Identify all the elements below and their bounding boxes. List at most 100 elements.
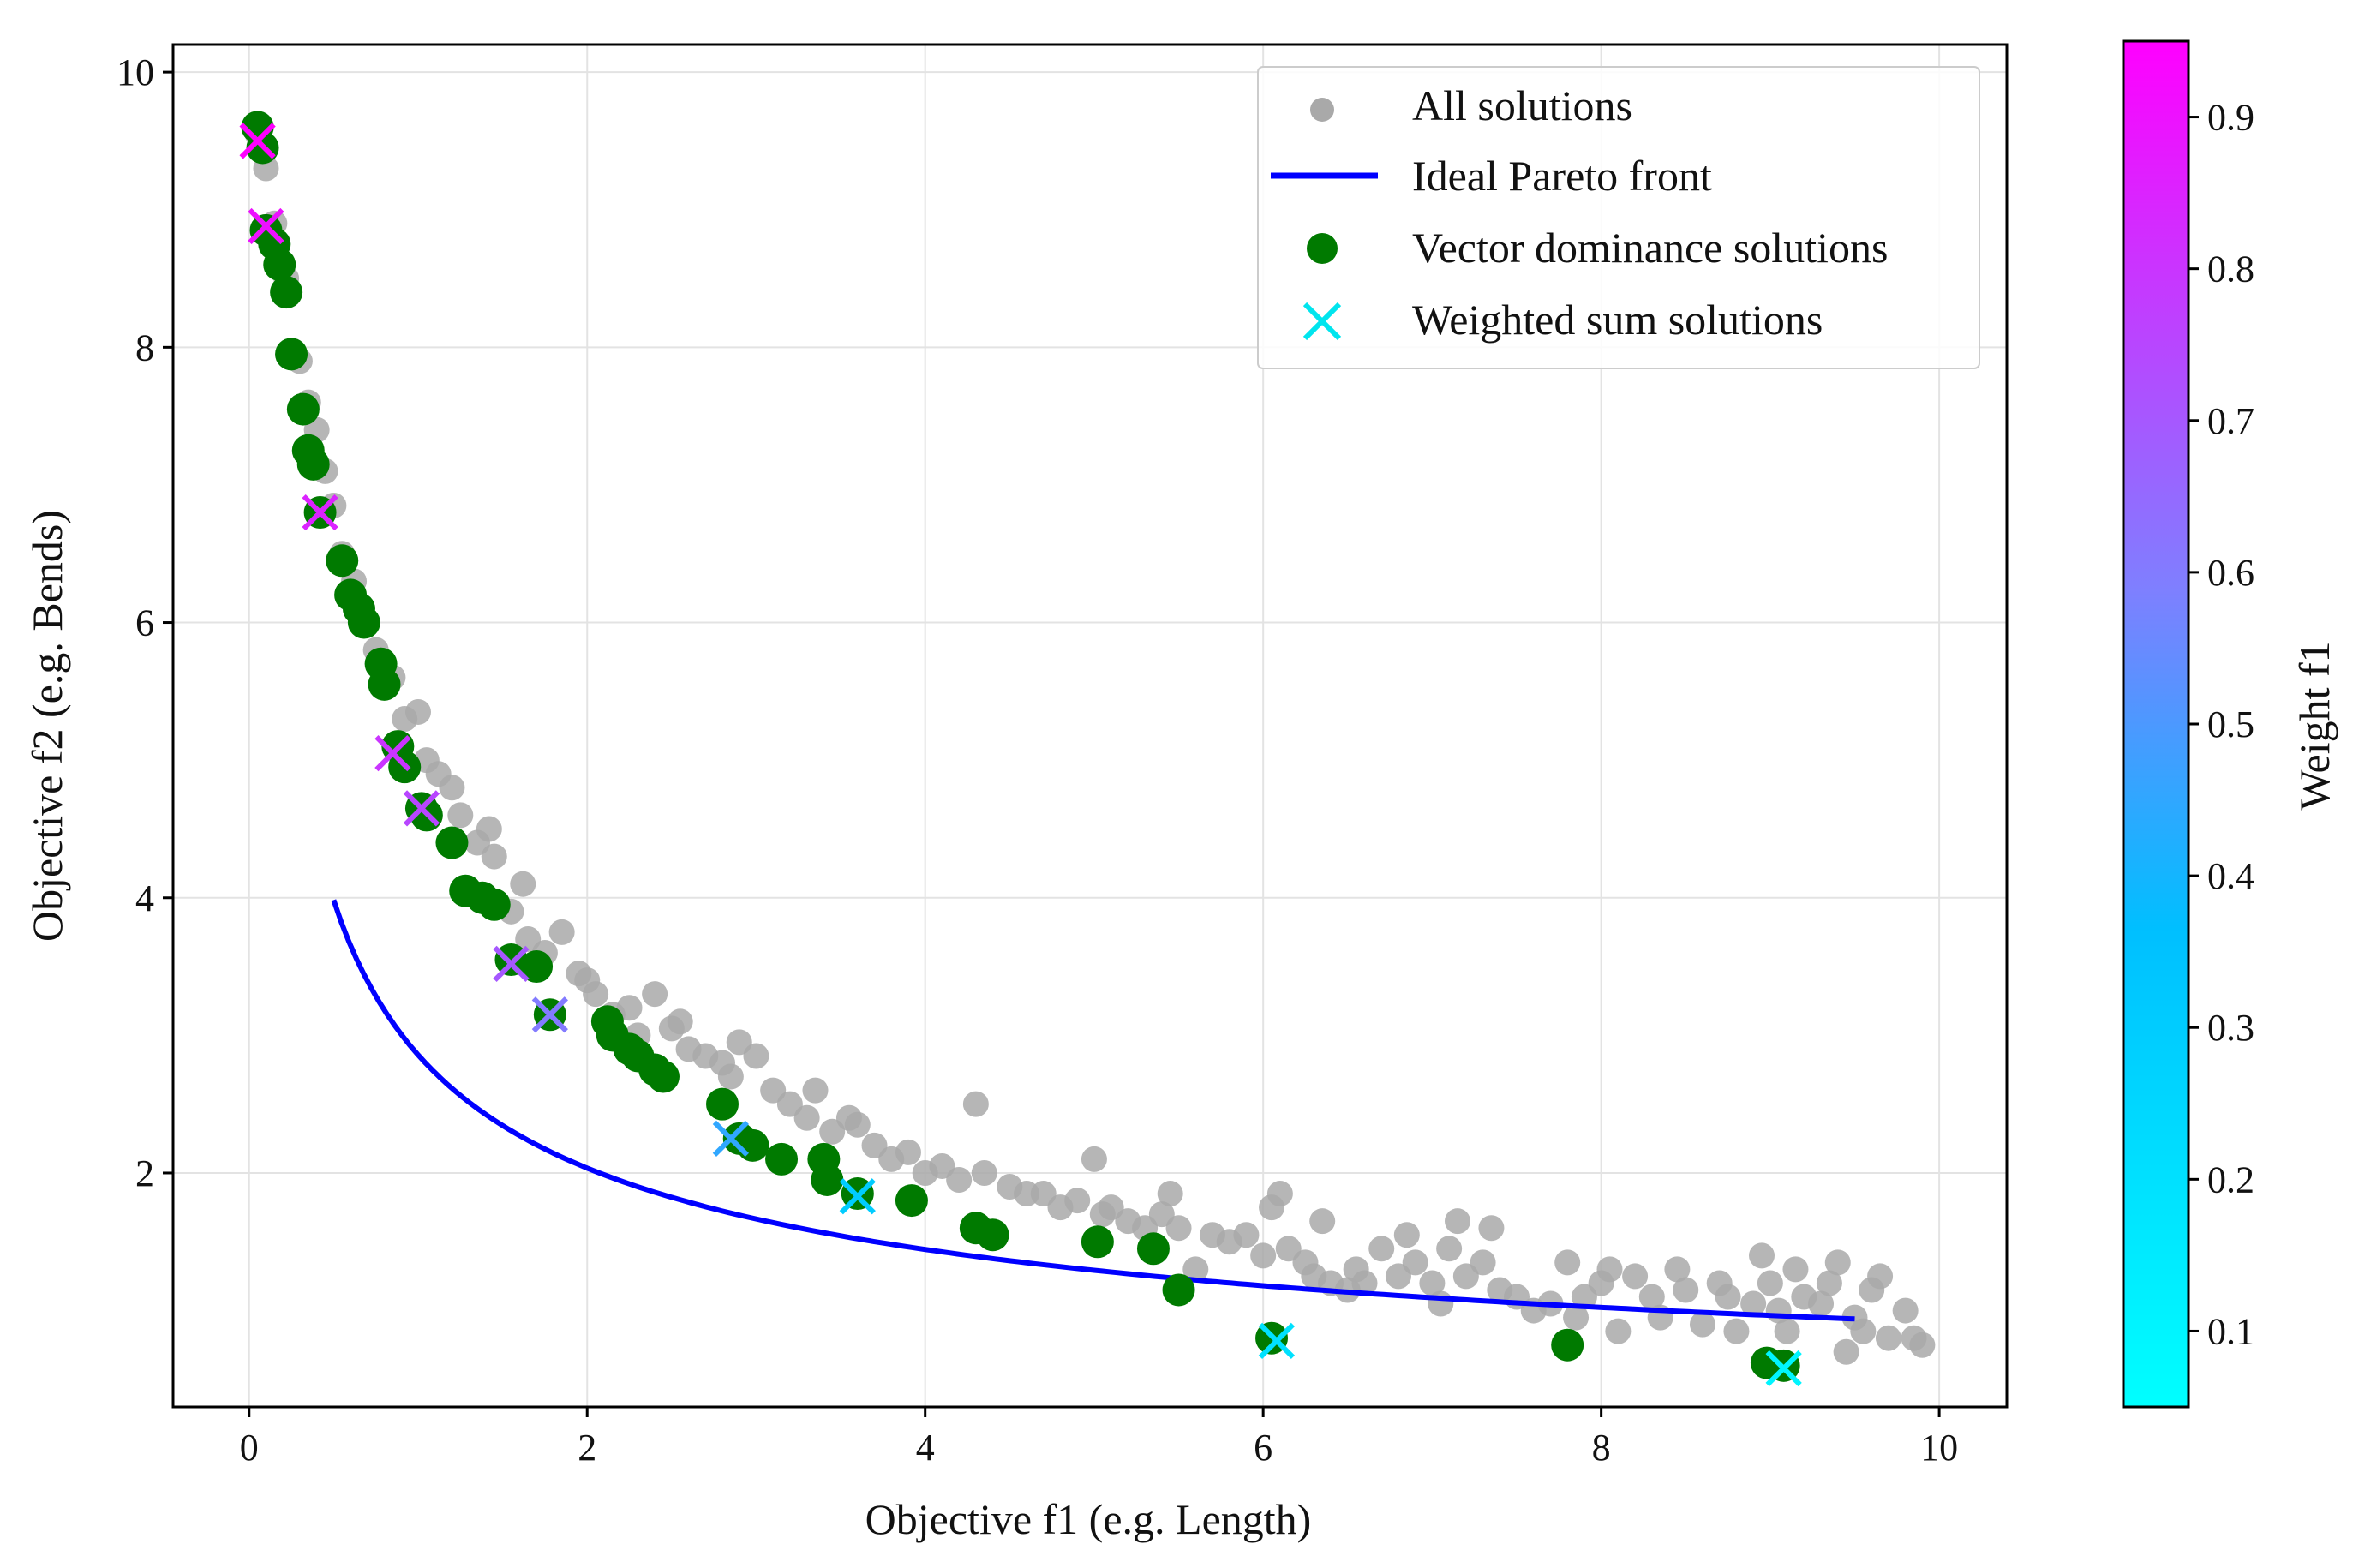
all-solutions-point (1393, 1222, 1420, 1248)
all-solutions-point (793, 1104, 820, 1131)
all-solutions-point (1554, 1249, 1581, 1276)
all-solutions-point (1596, 1256, 1623, 1283)
all-solutions-point (895, 1139, 921, 1165)
colorbar-tick-label: 0.7 (2207, 400, 2254, 442)
colorbar-label: Weight f1 (2290, 641, 2338, 810)
weighted-sum-point (403, 790, 440, 827)
weighted-sum-point (712, 1120, 749, 1157)
vector-dominance-point (368, 667, 401, 701)
y-tick-label: 6 (135, 602, 154, 644)
legend: All solutions Ideal Pareto front Vector … (1257, 66, 1980, 369)
all-solutions-point (1351, 1270, 1378, 1296)
colorbar-ticks: 0.1 0.2 0.3 0.4 0.5 0.6 0.7 0.8 0.9 (2188, 97, 2254, 1352)
all-solutions-point (447, 802, 474, 829)
all-solutions-point (1757, 1270, 1783, 1296)
x-axis-label: Objective f1 (e.g. Length) (865, 1495, 1312, 1543)
all-solutions-point (510, 871, 536, 897)
all-solutions-point (404, 698, 431, 725)
all-solutions-point (743, 1043, 769, 1069)
legend-marker-all-solutions (1310, 98, 1334, 122)
y-tick-label: 2 (135, 1152, 154, 1194)
all-solutions-point (1892, 1297, 1919, 1324)
all-solutions-point (642, 981, 668, 1008)
x-axis-ticks: 0 2 4 6 8 10 (240, 1407, 1958, 1469)
vector-dominance-point (286, 392, 320, 426)
all-solutions-point (1689, 1311, 1715, 1338)
all-solutions-point (1402, 1249, 1428, 1276)
vector-dominance-point (895, 1184, 928, 1218)
weighted-sum-point (248, 207, 284, 245)
legend-label-weighted-sum: Weighted sum solutions (1412, 296, 1823, 344)
all-solutions-point (1638, 1284, 1665, 1310)
vector-dominance-point (1136, 1232, 1170, 1266)
vector-dominance-point (296, 447, 330, 481)
y-tick-label: 4 (135, 877, 154, 919)
legend-box (1257, 66, 1980, 369)
weighted-sum-point (1765, 1350, 1802, 1387)
all-solutions-point (802, 1077, 829, 1104)
x-tick-label: 0 (240, 1427, 259, 1469)
vector-dominance-point (347, 606, 380, 639)
vector-dominance-point (646, 1060, 680, 1093)
all-solutions-point (717, 1063, 744, 1090)
colorbar-tick-label: 0.5 (2207, 703, 2254, 745)
all-solutions-point (1740, 1290, 1767, 1317)
legend-marker-vector-dominance (1307, 233, 1338, 264)
all-solutions-point (583, 981, 609, 1008)
all-solutions-point (1470, 1249, 1496, 1276)
vector-dominance-point (976, 1218, 1009, 1252)
x-tick-label: 10 (1920, 1427, 1958, 1469)
all-solutions-point (1850, 1318, 1877, 1344)
colorbar-gradient (2122, 39, 2190, 1409)
pareto-front-line (331, 899, 1855, 1322)
all-solutions-point (616, 995, 643, 1021)
x-tick-label: 2 (578, 1427, 596, 1469)
vector-dominance-point (765, 1142, 799, 1176)
all-solutions-point (1622, 1263, 1649, 1290)
series-weighted-sum (239, 123, 1802, 1387)
vector-dominance-point (520, 950, 554, 984)
all-solutions-point (1749, 1242, 1775, 1269)
x-tick-label: 4 (916, 1427, 935, 1469)
weighted-sum-point (239, 123, 276, 159)
colorbar-tick-label: 0.4 (2207, 855, 2254, 897)
all-solutions-point (1875, 1325, 1901, 1351)
vector-dominance-point (275, 338, 308, 371)
y-axis-label: Objective f2 (e.g. Bends) (23, 510, 71, 942)
weighted-sum-point (493, 945, 530, 982)
all-solutions-point (1233, 1222, 1260, 1248)
weighted-sum-point (1258, 1322, 1296, 1360)
all-solutions-point (1715, 1284, 1741, 1310)
all-solutions-point (1723, 1318, 1750, 1344)
all-solutions-point (548, 919, 575, 945)
all-solutions-point (1165, 1215, 1192, 1242)
all-solutions-point (1368, 1236, 1395, 1262)
vector-dominance-point (326, 544, 359, 578)
all-solutions-point (1309, 1208, 1336, 1235)
colorbar-tick-label: 0.8 (2207, 248, 2254, 290)
all-solutions-point (481, 843, 507, 870)
vector-dominance-point (270, 276, 303, 309)
legend-label-pareto: Ideal Pareto front (1412, 152, 1712, 200)
all-solutions-point (1081, 1146, 1107, 1172)
vector-dominance-point (736, 1128, 769, 1162)
all-solutions-point (1833, 1338, 1859, 1365)
colorbar-tick-label: 0.9 (2207, 97, 2254, 139)
all-solutions-point (1782, 1256, 1809, 1283)
all-solutions-point (439, 775, 465, 801)
colorbar-tick-label: 0.3 (2207, 1007, 2254, 1049)
all-solutions-point (1064, 1188, 1091, 1214)
all-solutions-point (962, 1091, 989, 1117)
y-axis-ticks: 2 4 6 8 10 (117, 51, 173, 1194)
y-tick-label: 8 (135, 326, 154, 368)
weighted-sum-point (374, 734, 411, 772)
vector-dominance-point (435, 826, 469, 859)
all-solutions-point (1816, 1270, 1842, 1296)
legend-marker-weighted-sum (1302, 302, 1342, 341)
all-solutions-point (1419, 1270, 1446, 1296)
all-solutions-point (1605, 1318, 1632, 1344)
all-solutions-point (1774, 1318, 1800, 1344)
all-solutions-point (1444, 1208, 1470, 1235)
all-solutions-point (1428, 1290, 1454, 1317)
all-solutions-point (1867, 1263, 1894, 1290)
